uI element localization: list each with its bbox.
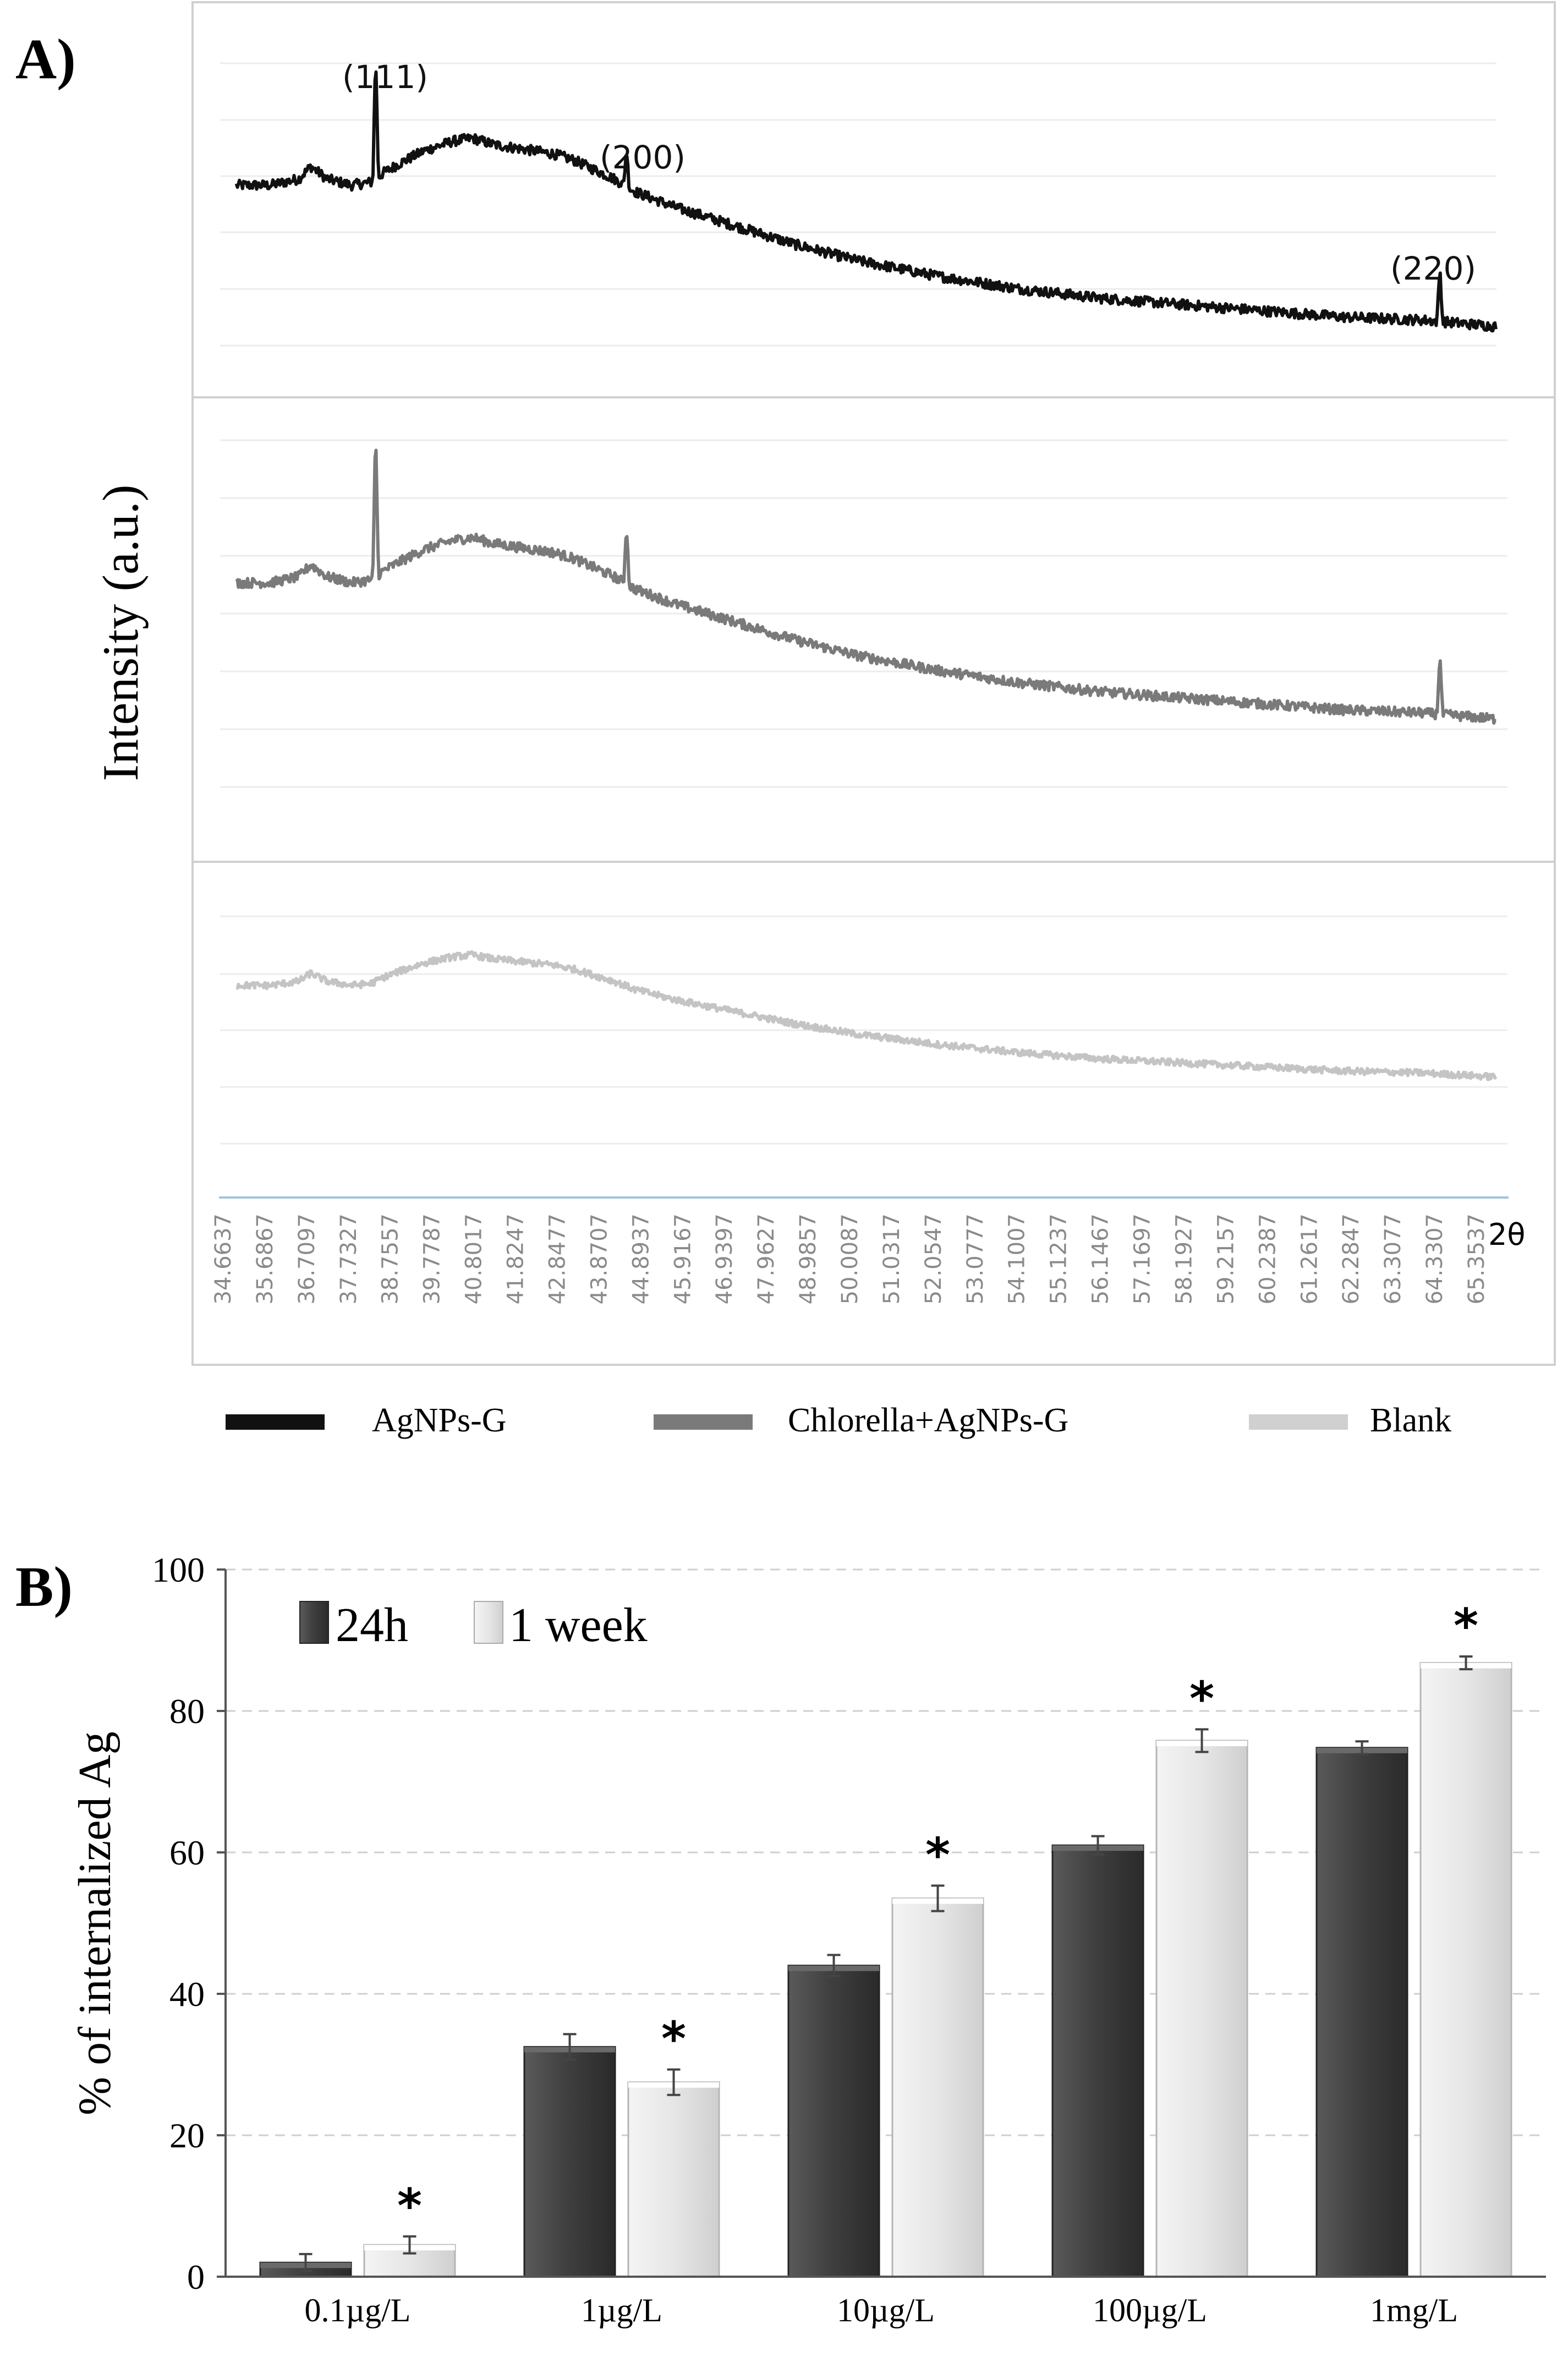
peak-label: (220) [1390,250,1476,287]
panel-a-label: A) [15,28,76,91]
xrd-line-0 [234,70,1498,333]
panel-a-frame [191,1,1556,1366]
significance-star: * [925,1828,950,1883]
y-tick-label: 80 [169,1692,205,1731]
x-tick-label: 34.6637 [211,1213,236,1304]
legend-label-blank: Blank [1370,1402,1451,1439]
significance-star: * [1189,1671,1214,1726]
y-tick-label: 0 [187,2257,205,2297]
x-tick-label: 47.9627 [754,1213,779,1304]
panel-b-legend: 24h 1 week [299,1599,648,1652]
x-tick-label: 55.1237 [1046,1213,1072,1304]
x-tick-label: 64.3307 [1422,1213,1448,1304]
x-tick-label: 42.8477 [545,1213,570,1304]
panel-b-bars: * * * * * [259,1599,1512,2278]
x-tick-label: 35.6867 [253,1213,278,1304]
x-tick-label: 56.1467 [1088,1213,1114,1304]
x-tick-label: 36.7097 [294,1213,320,1304]
bar-1week [627,2081,720,2278]
category-label: 1mg/L [1370,2292,1458,2328]
legend-label-agnps: AgNPs-G [372,1402,507,1439]
significance-star: * [1454,1599,1478,1654]
category-label: 10µg/L [837,2292,935,2328]
x-tick-label: 43.8707 [586,1213,612,1304]
x-tick-label: 61.2617 [1297,1213,1322,1304]
bar-24h [523,2046,616,2278]
xrd-line-2 [235,950,1498,1081]
panel-a-legend: AgNPs-G Chlorella+AgNPs-G Blank [226,1402,1451,1439]
significance-star: * [397,2179,422,2234]
x-tick-label: 65.3537 [1464,1213,1489,1304]
bar-24h [787,1965,880,2278]
panel-a-ylabel: Intensity (a.u.) [92,484,149,781]
bar-1week [1419,1662,1512,2278]
bar-24h [1315,1747,1408,2278]
x-tick-label: 37.7327 [336,1213,361,1304]
x-tick-label: 60.2387 [1255,1213,1280,1304]
legend-swatch-24h [299,1601,329,1644]
legend-swatch-blank [1249,1414,1348,1430]
panel-a-x-tick-labels: 34.6637 35.6867 36.7097 37.7327 38.7557 39.77… [211,1213,1489,1304]
bar-1week [1155,1740,1248,2278]
peak-label: (200) [600,139,686,176]
x-tick-label: 58.1927 [1171,1213,1197,1304]
x-tick-label: 52.0547 [921,1213,946,1304]
panel-b-gridlines [226,1568,1546,2136]
panel-b-label: B) [15,1555,73,1619]
peak-labels: (111) (200) (220) [342,58,1476,287]
legend-label-24h: 24h [336,1599,408,1652]
category-label: 1µg/L [581,2292,662,2328]
y-tick-label: 60 [169,1833,205,1872]
x-tick-label: 57.1697 [1130,1213,1155,1304]
x-tick-label: 51.0317 [879,1213,904,1304]
panel-b-category-labels: 0.1µg/L 1µg/L 10µg/L 100µg/L 1mg/L [305,2292,1458,2328]
x-tick-label: 41.8247 [503,1213,529,1304]
bar-1week [891,1898,984,2278]
x-tick-label: 39.7787 [420,1213,445,1304]
significance-star: * [661,2011,686,2066]
peak-label: (111) [342,58,428,96]
legend-swatch-agnps [226,1414,325,1430]
legend-label-1week: 1 week [509,1599,648,1652]
x-tick-label: 62.2847 [1339,1213,1364,1304]
legend-swatch-1week [474,1601,503,1644]
xrd-series [234,70,1498,1081]
legend-swatch-chlorella [654,1414,753,1430]
category-label: 100µg/L [1093,2292,1207,2328]
x-tick-label: 45.9167 [670,1213,695,1304]
y-tick-label: 40 [169,1975,205,2014]
panel-a-xlabel: 2θ [1488,1217,1525,1252]
x-tick-label: 48.9857 [796,1213,821,1304]
x-tick-label: 38.7557 [378,1213,403,1304]
x-tick-label: 59.2157 [1213,1213,1238,1304]
category-label: 0.1µg/L [305,2292,411,2328]
panel-b-y-ticks: 0 20 40 60 80 100 [152,1550,226,2297]
y-tick-label: 20 [169,2116,205,2155]
x-tick-label: 44.8937 [628,1213,654,1304]
panel-b-ylabel: % of internalized Ag [69,1731,120,2115]
x-tick-label: 63.3077 [1380,1213,1406,1304]
x-tick-label: 53.0777 [963,1213,988,1304]
x-tick-label: 50.0087 [837,1213,863,1304]
y-tick-label: 100 [152,1550,205,1589]
legend-label-chlorella: Chlorella+AgNPs-G [788,1402,1068,1439]
x-tick-label: 54.1007 [1005,1213,1030,1304]
panel-a-gridlines [220,62,1507,1145]
bar-24h [1051,1844,1144,2278]
xrd-line-1 [235,449,1497,725]
x-tick-label: 46.9397 [712,1213,737,1304]
x-tick-label: 40.8017 [462,1213,487,1304]
